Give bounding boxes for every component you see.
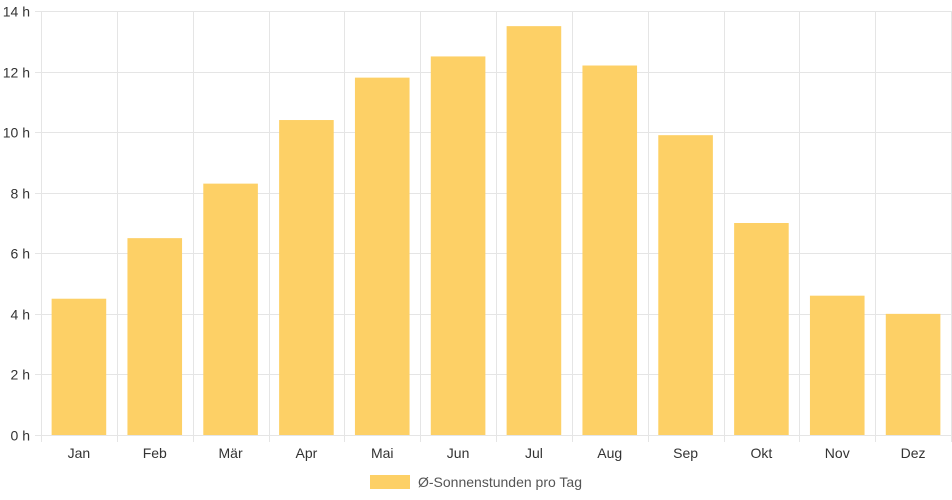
y-tick-label: 6 h (11, 246, 30, 262)
x-tick-label: Aug (597, 445, 622, 461)
x-tick-label: Feb (143, 445, 167, 461)
bar-aug[interactable] (582, 65, 638, 435)
x-tick-label: Nov (825, 445, 850, 461)
legend-label: Ø-Sonnenstunden pro Tag (418, 474, 582, 490)
x-tick-label: Apr (296, 445, 318, 461)
bar-jun[interactable] (430, 56, 486, 436)
y-tick-label: 10 h (3, 125, 30, 141)
bar-chart: 0 h 2 h 4 h 6 h 8 h 10 h 12 h 14 h Jan Feb Mär Apr… (3, 4, 952, 461)
y-tick-label: 8 h (11, 186, 30, 202)
x-tick-label: Dez (901, 445, 926, 461)
legend-swatch (370, 475, 410, 489)
bar-jan[interactable] (51, 298, 107, 435)
x-tick-label: Jan (68, 445, 91, 461)
x-tick-label: Jul (525, 445, 543, 461)
bar-dez[interactable] (885, 313, 941, 435)
bar-okt[interactable] (734, 223, 789, 435)
y-tick-label: 2 h (11, 367, 30, 383)
x-tick-label: Jun (447, 445, 470, 461)
y-tick-label: 12 h (3, 65, 30, 81)
bar-apr[interactable] (279, 120, 334, 436)
x-tick-label: Mär (219, 445, 243, 461)
legend-item[interactable]: Ø-Sonnenstunden pro Tag (370, 474, 582, 490)
y-axis: 0 h 2 h 4 h 6 h 8 h 10 h 12 h 14 h (3, 4, 30, 444)
bar-nov[interactable] (809, 295, 865, 435)
x-axis: Jan Feb Mär Apr Mai Jun Jul Aug Sep Okt Nov Dez (68, 445, 926, 461)
bar-mär[interactable] (203, 183, 258, 435)
grid-lines (35, 11, 952, 442)
bar-jul[interactable] (506, 26, 562, 436)
y-tick-label: 4 h (11, 307, 30, 323)
bar-feb[interactable] (127, 238, 183, 435)
y-tick-label: 0 h (11, 428, 30, 444)
bar-sep[interactable] (658, 135, 713, 435)
y-tick-label: 14 h (3, 4, 30, 20)
bar-mai[interactable] (354, 77, 410, 435)
x-tick-label: Mai (371, 445, 394, 461)
bars (51, 26, 941, 436)
x-tick-label: Okt (751, 445, 773, 461)
x-tick-label: Sep (673, 445, 698, 461)
legend: Ø-Sonnenstunden pro Tag (0, 472, 952, 492)
